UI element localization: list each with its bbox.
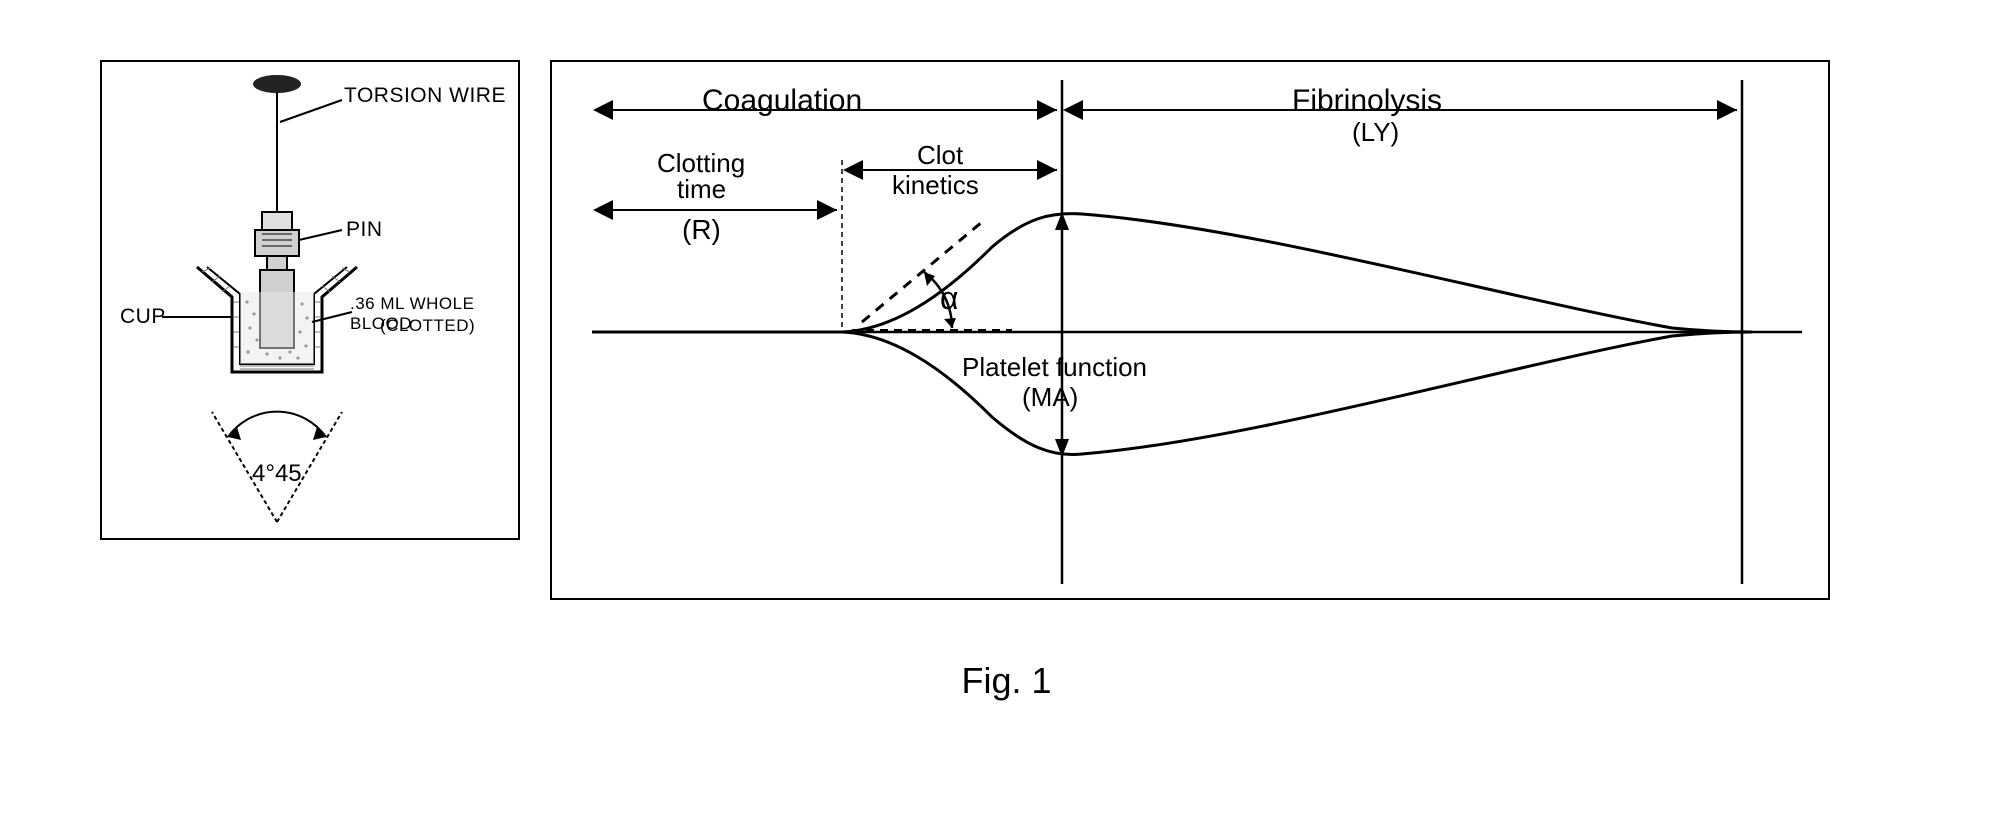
coagulation-label: Coagulation [702,84,862,118]
teg-curve-panel: Coagulation Fibrinolysis (LY) Clotting t… [550,60,1830,600]
ma-label: (MA) [1022,382,1078,413]
teg-svg [552,62,1832,602]
clotting-time-label2: time [677,174,726,205]
pin-label: PIN [346,218,383,242]
pin-assembly [255,212,299,270]
figure-container: TORSION WIRE PIN CUP .36 ML WHOLE BLOOD … [0,0,2013,620]
clot-kinetics-label1: Clot [917,140,963,171]
torsion-wire-leader [280,100,342,122]
r-label: (R) [682,214,721,246]
top-anchor-shape [253,75,301,93]
platelet-function-label: Platelet function [962,352,1147,383]
teg-top-curve [592,214,1752,332]
fibrinolysis-label: Fibrinolysis [1292,84,1442,118]
figure-caption: Fig. 1 [0,660,2013,702]
apparatus-panel: TORSION WIRE PIN CUP .36 ML WHOLE BLOOD … [100,60,520,540]
alpha-angle [852,222,1012,330]
pin-leader [299,230,342,240]
clot-kinetics-label2: kinetics [892,170,979,201]
ly-label: (LY) [1352,117,1399,148]
clotted-label: (CLOTTED) [380,316,475,336]
cup-label: CUP [120,305,166,329]
torsion-wire-label: TORSION WIRE [344,84,506,108]
angle-label: 4°45 [252,460,302,488]
alpha-label: α [940,280,959,317]
teg-bottom-curve [592,332,1752,455]
blood-stipple [240,292,314,364]
